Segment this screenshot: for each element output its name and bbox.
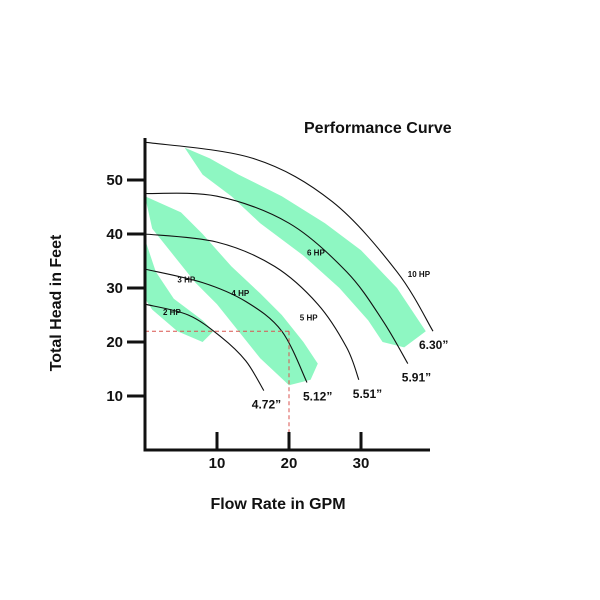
hp-bands — [145, 147, 426, 386]
hp-band-1 — [145, 239, 214, 342]
hp-label-2: 3 HP — [177, 276, 195, 285]
axes — [127, 138, 430, 452]
hp-band-2 — [145, 196, 318, 386]
y-tick-label-50: 50 — [106, 172, 123, 189]
curve-5 — [144, 141, 434, 332]
hp-label-4: 5 HP — [300, 313, 318, 322]
curve-1 — [144, 303, 265, 391]
x-tick-label-20: 20 — [281, 455, 298, 472]
y-tick-label-10: 10 — [106, 388, 123, 405]
hp-label-5: 6 HP — [307, 249, 325, 258]
y-tick-label-30: 30 — [106, 280, 123, 297]
x-tick-label-10: 10 — [209, 455, 226, 472]
curve-4 — [144, 192, 409, 364]
hp-label-3: 4 HP — [231, 289, 249, 298]
curve-label-2: 5.12” — [303, 390, 332, 404]
impeller-curves — [144, 141, 434, 391]
curve-3 — [144, 233, 360, 380]
curve-label-1: 4.72” — [252, 398, 281, 412]
hp-band-3 — [184, 147, 426, 348]
curve-label-3: 5.51” — [353, 387, 382, 401]
y-tick-label-20: 20 — [106, 334, 123, 351]
x-axis-title: Flow Rate in GPM — [210, 496, 345, 513]
labels: 4.72” 5.12” 5.51” 5.91” 6.30” 2 HP 3 HP 4 HP 5 H… — [106, 172, 448, 472]
hp-label-1: 2 HP — [163, 308, 181, 317]
reference-lines — [145, 330, 290, 450]
curve-label-5: 6.30” — [419, 338, 448, 352]
curve-2 — [144, 268, 308, 383]
y-axis-title: Total Head in Feet — [48, 234, 65, 371]
chart-title: Performance Curve — [304, 120, 452, 137]
x-tick-label-30: 30 — [353, 455, 370, 472]
curve-label-4: 5.91” — [402, 371, 431, 385]
hp-label-6: 10 HP — [408, 270, 431, 279]
y-tick-label-40: 40 — [106, 226, 123, 243]
